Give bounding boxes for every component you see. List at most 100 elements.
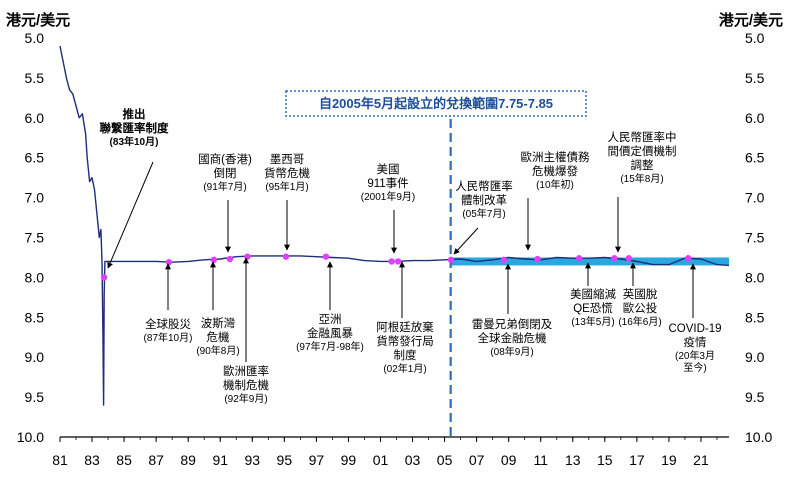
annotation-date: (05年7月) [462,207,505,220]
y-tick-left: 7.5 [25,230,45,246]
right-axis-unit: 港元/美元 [719,11,783,29]
annotation-text: 調整 [631,158,654,172]
y-tick-right: 6.0 [745,110,765,126]
annotation-text: 倒閉 [214,167,237,180]
event-marker [226,255,234,263]
x-tick-label: 17 [629,452,645,468]
x-tick-label: 95 [277,452,293,468]
annotation-text: 全球股災 [145,317,191,331]
annotation-text: 亞洲 [319,313,342,326]
annotation-text: COVID-19 [668,323,721,335]
x-tick-label: 03 [405,452,421,468]
y-tick-left: 6.5 [25,150,45,166]
x-tick-label: 93 [244,452,260,468]
x-tick-label: 21 [693,452,709,468]
annotation-text: 間價定價機制 [608,144,677,158]
x-tick-label: 15 [597,452,613,468]
y-tick-left: 9.0 [25,349,45,365]
annotation-text: 歐洲匯率 [223,364,269,378]
annotation-date: 至今) [683,361,706,374]
x-tick-label: 99 [341,452,357,468]
annotation-date: (2001年9月) [361,190,415,203]
y-tick-right: 9.5 [745,389,765,405]
y-tick-left: 10.0 [17,429,44,445]
x-tick-label: 05 [437,452,453,468]
annotation-text: 體制改革 [461,193,507,207]
annotation-text: 推出 [123,107,146,121]
event-marker [394,258,402,265]
x-tick-label: 11 [533,452,548,468]
y-tick-right: 5.0 [745,30,765,46]
x-tick-label: 81 [52,452,68,468]
annotation-text: 國商(香港) [198,152,252,166]
y-tick-left: 6.0 [25,110,45,126]
annotation-date: (91年7月) [203,180,246,193]
x-tick-label: 87 [148,452,164,468]
x-tick-label: 89 [180,452,196,468]
event-marker [165,259,173,266]
annotation-date: (90年8月) [196,344,239,357]
event-marker [322,253,330,260]
x-tick-label: 85 [116,452,132,468]
x-tick-label: 83 [84,452,100,468]
event-marker [575,255,583,262]
event-marker [244,253,251,260]
annotation-text: 人民幣匯率 [455,179,513,193]
y-tick-left: 5.5 [25,70,45,86]
annotation-text: 聯繫匯率制度 [100,121,169,135]
y-tick-right: 8.0 [745,269,765,285]
annotation-text: 金融風暴 [307,326,353,340]
y-tick-right: 10.0 [745,429,772,445]
annotation-text: 危機爆發 [532,164,578,178]
y-tick-left: 9.5 [25,389,45,405]
exchange-rate-series [59,45,730,406]
annotation-text: 貨幣發行局 [376,334,434,348]
event-marker [611,255,618,262]
y-tick-right: 9.0 [745,349,765,365]
y-tick-right: 5.5 [745,70,765,86]
annotation-text: 雷曼兄弟倒閉及 [472,318,553,331]
annotation-arrow [453,227,479,255]
y-tick-left: 5.0 [25,30,45,46]
annotation-text: 歐公投 [623,301,658,315]
series-line [59,45,730,406]
annotation-text: 全球金融危機 [478,331,547,345]
annotation-date: (92年9月) [224,392,267,405]
x-tick-label: 01 [373,452,389,468]
annotation-text: 墨西哥 [270,153,305,166]
zone-band [450,257,729,266]
y-tick-right: 7.5 [745,230,765,246]
annotation-text: 制度 [394,348,417,362]
zone-label-box [285,90,587,117]
annotation-arrow [107,161,154,269]
y-tick-left: 7.0 [25,190,45,206]
annotation-date: (97年7月-98年) [296,340,364,353]
event-marker [534,255,541,263]
annotation-text: 911事件 [367,176,408,190]
x-tick-label: 13 [565,452,581,468]
annotation-date: (02年1月) [383,362,426,375]
annotation-text: QE恐慌 [573,302,613,315]
event-marker [447,256,455,264]
annotation-text: 歐洲主權債務 [521,150,590,164]
y-tick-left: 8.5 [25,309,45,325]
annotation-text: 機制危機 [223,378,269,392]
event-marker [100,274,108,281]
annotation-text: 波斯灣 [201,317,236,330]
annotation-text: 疫情 [684,335,707,349]
event-marker [210,256,218,264]
y-tick-left: 8.0 [25,269,45,285]
annotation-text: 危機 [207,330,230,344]
x-tick-label: 09 [501,452,517,468]
annotation-text: 貨幣危機 [264,166,310,180]
x-tick-label: 19 [661,452,677,468]
annotation-text: 阿根廷放棄 [376,320,434,334]
annotation-date: (08年9月) [490,345,533,358]
x-tick-label: 07 [469,452,485,468]
event-marker [388,258,395,265]
annotation-text: 人民幣匯率中 [608,130,677,144]
axes: 5.0 5.0 5.5 5.5 6.0 6.0 6.5 6.5 7.0 7.0 7.5 7.5 8.0 8… [17,30,773,468]
x-tick-label: 97 [309,452,325,468]
